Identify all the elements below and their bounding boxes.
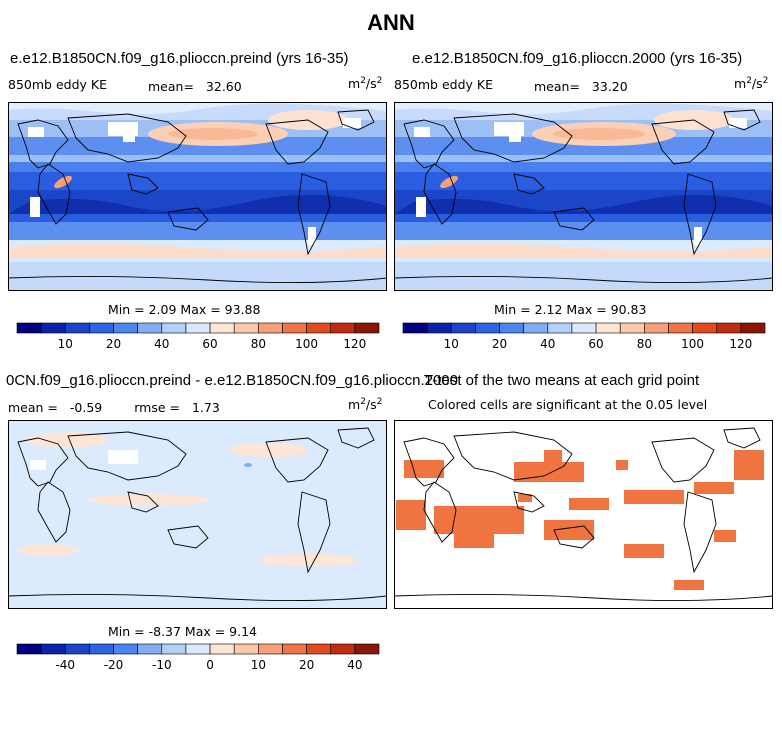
colorbar-preind-swatch-14 — [354, 322, 380, 334]
colorbar-2000-swatch-6 — [547, 322, 573, 334]
colorbar-2000-swatch-0 — [402, 322, 428, 334]
colorbar-difference-swatch-7 — [185, 643, 211, 655]
panel-2000-title: e.e12.B1850CN.f09_g16.plioccn.2000 (yrs … — [412, 50, 743, 67]
colorbar-difference: -40 -20 -10 0 10 20 40 — [16, 643, 380, 672]
colorbar-preind-swatch-10 — [258, 322, 283, 334]
colorbar-2000-tick-label: 10 — [444, 337, 459, 351]
colorbar-difference-swatch-5 — [137, 643, 163, 655]
panel-diff-minmax: Min = -8.37 Max = 9.14 — [108, 624, 258, 639]
colorbar-difference-swatch-8 — [209, 643, 235, 655]
colorbar-preind-tick-label: 80 — [251, 337, 266, 351]
panel-preind-units: m2/s2 — [348, 76, 383, 92]
colorbar-difference-tick-label: 40 — [347, 658, 362, 672]
colorbar-difference-tick-label: -10 — [152, 658, 172, 672]
colorbar-2000-swatch-14 — [740, 322, 766, 334]
map-2000 — [394, 102, 773, 291]
colorbar-difference-swatch-0 — [16, 643, 42, 655]
colorbar-difference-tick-label: -20 — [104, 658, 124, 672]
colorbar-2000-swatch-10 — [644, 322, 669, 334]
colorbar-difference-swatch-12 — [306, 643, 332, 655]
panel-2000-minmax: Min = 2.12 Max = 90.83 — [494, 302, 647, 317]
panel-diff-rmse-value: 1.73 — [191, 400, 220, 415]
panel-diff-title: 0CN.f09_g16.plioccn.preind - e.e12.B1850… — [6, 372, 458, 389]
colorbar-preind-tick-label: 20 — [106, 337, 121, 351]
colorbar-difference-tick-label: 0 — [206, 658, 214, 672]
colorbar-preind-tick-label: 10 — [58, 337, 73, 351]
colorbar-2000-tick-label: 100 — [681, 337, 704, 351]
colorbar-difference-swatch-10 — [258, 643, 283, 655]
panel-diff-units: m2/s2 — [348, 397, 383, 413]
colorbar-preind-swatch-5 — [137, 322, 163, 334]
colorbar-difference-swatch-11 — [282, 643, 307, 655]
colorbar-preind: 10 20 40 60 80 100 120 — [16, 322, 380, 351]
colorbar-difference-tick-label: 10 — [251, 658, 266, 672]
colorbar-preind-swatch-2 — [64, 322, 90, 334]
colorbar-preind-tick-label: 40 — [154, 337, 169, 351]
colorbar-preind-tick-label: 100 — [295, 337, 318, 351]
colorbar-2000-swatch-5 — [523, 322, 549, 334]
panel-diff-rmse-label: rmse = — [134, 400, 180, 415]
map-preind — [8, 102, 387, 291]
colorbar-2000: 10 20 40 60 80 100 120 — [402, 322, 766, 351]
colorbar-difference-swatch-1 — [40, 643, 66, 655]
colorbar-difference-swatch-9 — [233, 643, 259, 655]
colorbar-2000-swatch-1 — [426, 322, 452, 334]
panel-2000-variable: 850mb eddy KE — [394, 77, 493, 92]
colorbar-difference-tick-label: -40 — [55, 658, 75, 672]
panel-preind-title: e.e12.B1850CN.f09_g16.plioccn.preind (yr… — [10, 50, 349, 67]
colorbar-2000-tick-label: 60 — [588, 337, 603, 351]
colorbar-preind-swatch-3 — [89, 322, 114, 334]
colorbar-preind-swatch-6 — [161, 322, 187, 334]
panel-preind-minmax: Min = 2.09 Max = 93.88 — [108, 302, 261, 317]
colorbar-difference-swatch-3 — [89, 643, 114, 655]
page-title: ANN — [367, 10, 415, 35]
colorbar-preind-tick-label: 120 — [343, 337, 366, 351]
panel-preind-mean: mean= 32.60 — [148, 79, 242, 94]
colorbar-2000-swatch-12 — [692, 322, 718, 334]
colorbar-2000-swatch-8 — [595, 322, 621, 334]
colorbar-preind-swatch-9 — [233, 322, 259, 334]
colorbar-difference-swatch-13 — [330, 643, 356, 655]
panel-diff-stats: mean = -0.59 rmse = 1.73 — [8, 400, 220, 415]
colorbar-preind-swatch-11 — [282, 322, 307, 334]
panel-preind-mean-label: mean= — [148, 79, 194, 94]
panel-diff-mean-label: mean = — [8, 400, 58, 415]
panel-preind-mean-value: 32.60 — [205, 79, 242, 94]
colorbar-2000-tick-label: 80 — [637, 337, 652, 351]
colorbar-difference-swatch-6 — [161, 643, 187, 655]
colorbar-difference-swatch-2 — [64, 643, 90, 655]
panel-diff-mean-value: -0.59 — [69, 400, 103, 415]
colorbar-2000-swatch-13 — [716, 322, 742, 334]
panel-2000-mean-label: mean= — [534, 79, 580, 94]
colorbar-preind-swatch-13 — [330, 322, 356, 334]
colorbar-2000-swatch-3 — [475, 322, 500, 334]
panel-2000-mean-value: 33.20 — [591, 79, 628, 94]
colorbar-2000-swatch-2 — [450, 322, 476, 334]
colorbar-preind-swatch-0 — [16, 322, 42, 334]
colorbar-preind-swatch-8 — [209, 322, 235, 334]
colorbar-preind-swatch-12 — [306, 322, 332, 334]
colorbar-difference-swatch-14 — [354, 643, 380, 655]
panel-ttest-subtitle: Colored cells are significant at the 0.0… — [428, 397, 708, 412]
map-difference — [8, 420, 387, 609]
colorbar-2000-swatch-11 — [668, 322, 693, 334]
panel-2000-units: m2/s2 — [734, 76, 769, 92]
significant-cells — [396, 450, 764, 590]
colorbar-preind-tick-label: 60 — [202, 337, 217, 351]
colorbar-2000-swatch-9 — [619, 322, 645, 334]
map-ttest — [394, 420, 773, 609]
colorbar-2000-tick-label: 120 — [729, 337, 752, 351]
colorbar-preind-swatch-4 — [113, 322, 138, 334]
colorbar-preind-swatch-7 — [185, 322, 211, 334]
colorbar-2000-tick-label: 40 — [540, 337, 555, 351]
colorbar-difference-tick-label: 20 — [299, 658, 314, 672]
panel-preind-variable: 850mb eddy KE — [8, 77, 107, 92]
colorbar-2000-tick-label: 20 — [492, 337, 507, 351]
colorbar-preind-swatch-1 — [40, 322, 66, 334]
colorbar-2000-swatch-7 — [571, 322, 597, 334]
colorbar-2000-swatch-4 — [499, 322, 524, 334]
colorbar-difference-swatch-4 — [113, 643, 138, 655]
panel-ttest-title: T-test of the two means at each grid poi… — [424, 372, 700, 389]
panel-2000-mean: mean= 33.20 — [534, 79, 628, 94]
